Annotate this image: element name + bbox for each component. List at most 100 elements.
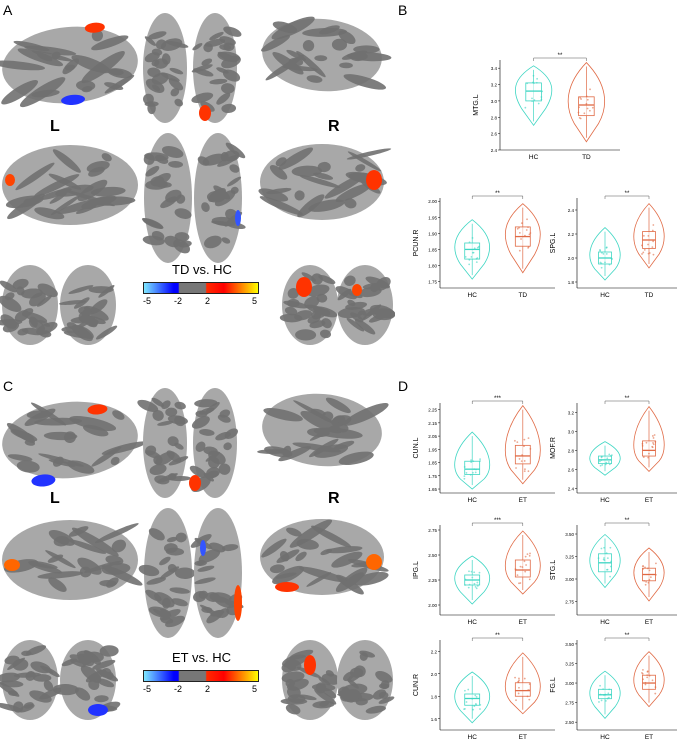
data-point-hc <box>607 461 610 463</box>
significance-marker: ** <box>625 518 630 524</box>
data-point-hc <box>476 246 479 249</box>
activation-cluster <box>189 475 201 491</box>
data-point-hc <box>602 252 605 255</box>
colorbar-c <box>143 670 259 682</box>
x-tick-label-hc: HC <box>600 734 610 740</box>
y-tick-label: 3.0 <box>568 429 575 434</box>
inferior-view-right <box>194 133 246 263</box>
posterior-view-right <box>59 265 118 345</box>
data-point-hc <box>531 97 533 100</box>
data-point-et <box>654 686 657 688</box>
data-point-td <box>643 249 646 251</box>
activation-cluster <box>275 582 299 592</box>
data-point-td <box>580 98 582 100</box>
data-point-et <box>516 441 519 444</box>
y-axis-label: CUN.R <box>413 674 420 696</box>
y-axis-label: STG.L <box>550 560 557 580</box>
data-point-hc <box>476 585 479 587</box>
data-point-hc <box>475 587 478 590</box>
data-point-hc <box>599 693 602 696</box>
data-point-hc <box>475 704 478 706</box>
data-point-td <box>585 102 588 105</box>
superior-view-right <box>189 388 238 498</box>
data-point-hc <box>468 570 470 573</box>
y-tick-label: 1.95 <box>428 447 437 452</box>
data-point-et <box>527 470 530 473</box>
significance-marker: ** <box>625 191 630 197</box>
activation-cluster <box>5 174 15 186</box>
data-point-hc <box>472 471 474 474</box>
data-point-et <box>525 564 527 566</box>
y-tick-label: 2.50 <box>565 720 574 725</box>
data-point-td <box>578 116 581 119</box>
plot-fg-l: 2.50 2.75 3.00 3.25 3.50 FG.L HC ET ** <box>550 633 677 740</box>
data-point-hc <box>463 466 466 468</box>
y-tick-label: 1.85 <box>428 247 437 252</box>
right-hemisphere-label-a: R <box>328 118 340 135</box>
data-point-et <box>528 698 531 701</box>
x-tick-label-et: ET <box>519 497 527 504</box>
data-point-et <box>527 437 530 440</box>
plot-ipg-l: 2.00 2.25 2.50 2.75 IPG.L HC ET *** <box>413 518 555 626</box>
data-point-hc <box>536 77 539 80</box>
anterior-view-left <box>279 265 338 345</box>
data-point-hc <box>599 248 601 251</box>
data-point-hc <box>603 557 605 559</box>
panel-letter-a: A <box>3 2 13 18</box>
data-point-et <box>646 670 649 673</box>
x-tick-label-td: TD <box>518 292 527 299</box>
posterior-view-left <box>0 265 58 345</box>
y-axis-label: SPG.L <box>550 233 557 254</box>
data-point-hc <box>598 460 601 463</box>
y-tick-label: 2.75 <box>565 600 574 605</box>
data-point-td <box>589 88 591 91</box>
data-point-hc <box>535 81 538 84</box>
colorbar-c-tick-2: -2 <box>174 684 183 694</box>
y-tick-label: 1.6 <box>431 717 438 722</box>
data-point-et <box>642 669 644 671</box>
data-point-et <box>643 580 646 582</box>
y-axis-label: PCUN.R <box>413 230 420 257</box>
violin-hc <box>514 65 553 127</box>
data-point-et <box>515 699 517 702</box>
y-tick-label: 2.8 <box>568 448 575 453</box>
data-point-et <box>523 438 526 441</box>
data-point-hc <box>463 477 466 480</box>
data-point-hc <box>475 261 478 263</box>
violin-et <box>504 652 541 715</box>
violin-hc <box>454 671 491 724</box>
y-tick-label: 1.80 <box>428 264 437 269</box>
box-hc <box>464 242 481 260</box>
data-point-hc <box>526 82 529 85</box>
data-point-et <box>514 568 517 571</box>
data-point-td <box>518 232 521 234</box>
y-tick-label: 2.05 <box>428 434 437 439</box>
data-point-td <box>647 243 649 246</box>
data-point-et <box>641 444 644 447</box>
data-point-et <box>520 460 523 463</box>
data-point-hc <box>476 257 479 259</box>
data-point-td <box>651 229 654 232</box>
data-point-et <box>648 569 651 572</box>
data-point-hc <box>608 688 611 691</box>
data-point-et <box>651 679 654 682</box>
data-point-hc <box>471 237 474 239</box>
y-tick-label: 1.75 <box>428 280 437 285</box>
data-point-hc <box>474 471 477 474</box>
left-hemisphere-label-a: L <box>50 118 60 135</box>
data-point-hc <box>608 463 611 466</box>
y-axis-label: FG.L <box>550 677 557 693</box>
data-point-et <box>523 560 526 563</box>
activation-cluster <box>235 210 241 226</box>
data-point-et <box>523 470 526 473</box>
data-point-hc <box>464 255 467 258</box>
data-point-et <box>641 671 643 674</box>
data-point-hc <box>600 251 603 254</box>
activation-cluster <box>84 22 105 33</box>
colorbar-a-tick-2: -2 <box>174 296 183 306</box>
data-point-hc <box>600 266 603 269</box>
data-point-hc <box>600 547 603 550</box>
data-point-td <box>641 244 643 247</box>
data-point-hc <box>479 703 482 706</box>
